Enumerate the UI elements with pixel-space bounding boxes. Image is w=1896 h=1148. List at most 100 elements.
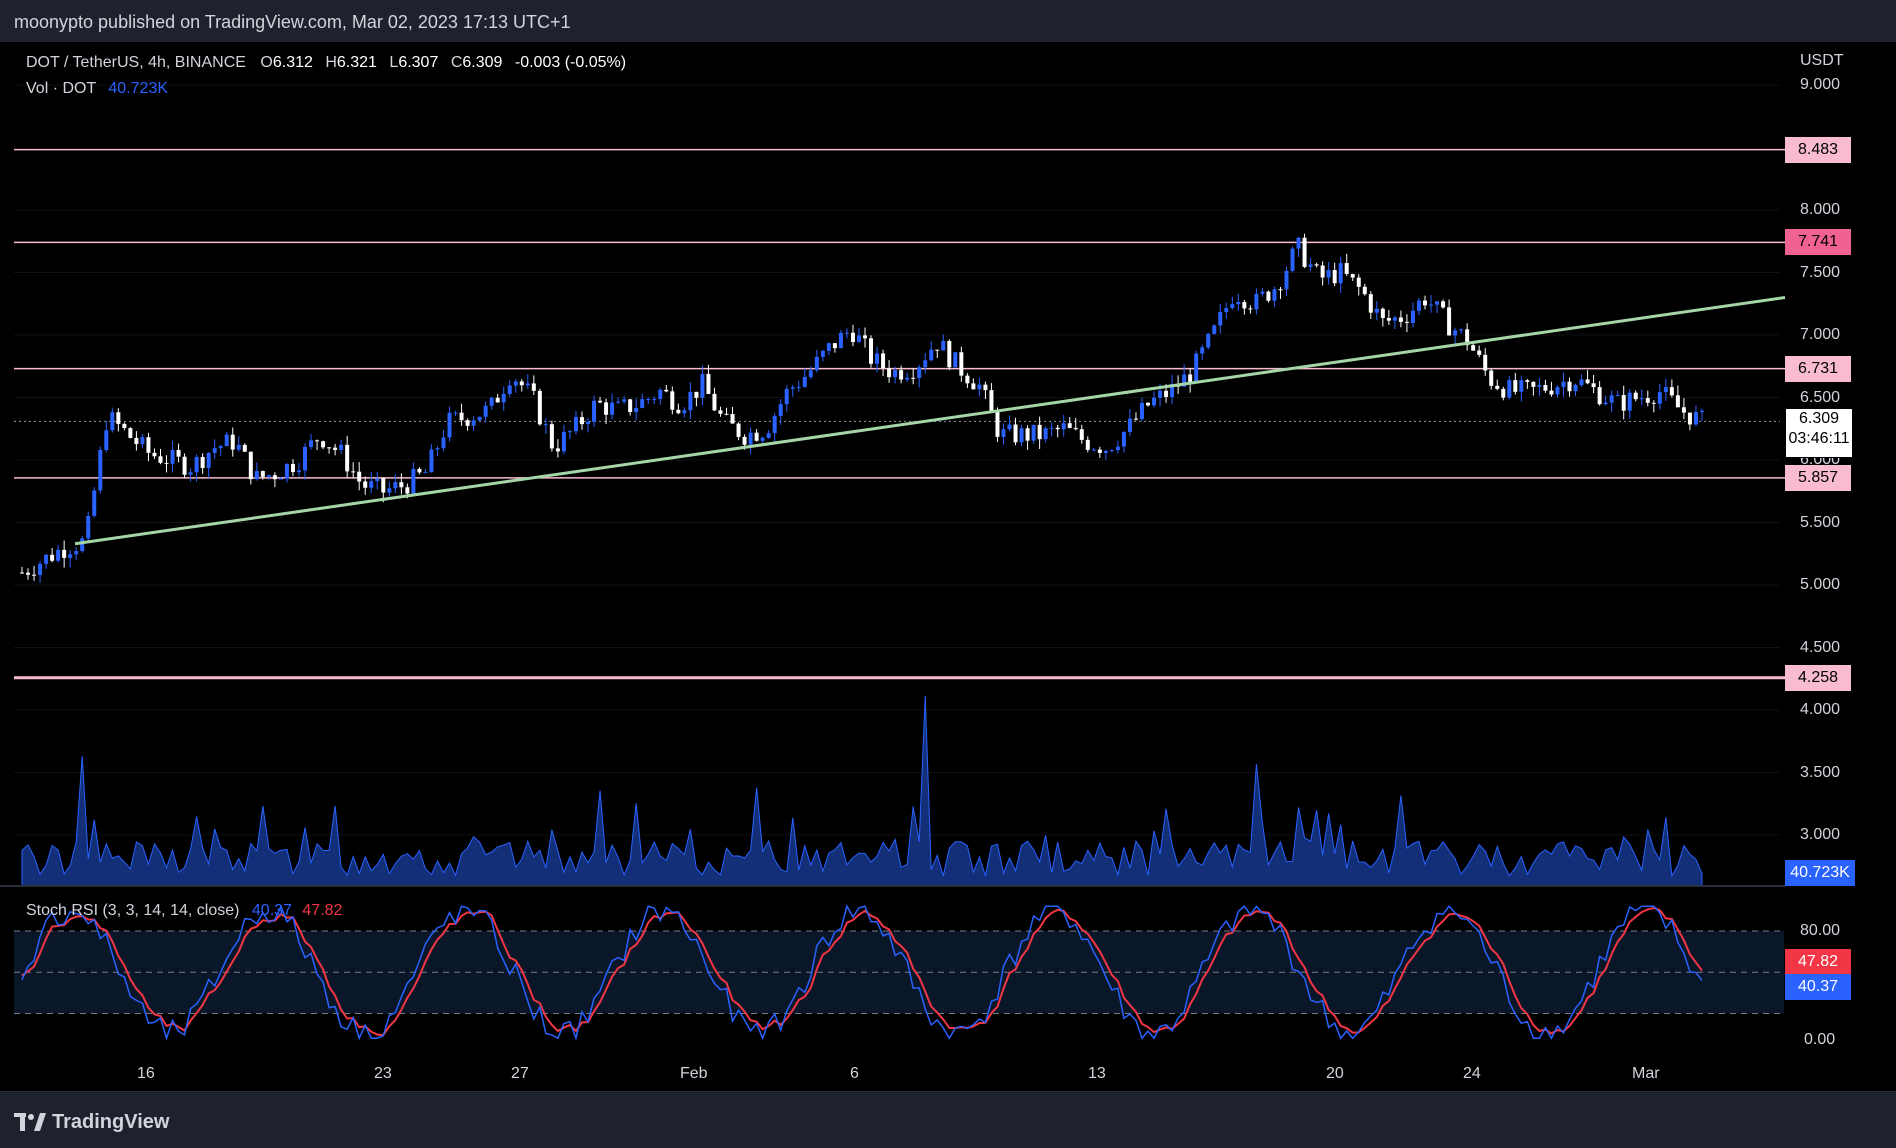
candle-body-31 xyxy=(206,452,211,469)
candle-body-264 xyxy=(1609,395,1614,403)
open-value: 6.312 xyxy=(272,54,313,71)
candle-body-72 xyxy=(453,412,458,414)
candle-body-203 xyxy=(1242,301,1247,309)
candle-body-58 xyxy=(369,481,374,488)
candle-body-212 xyxy=(1296,237,1301,249)
candle-body-98 xyxy=(610,402,615,415)
candle-body-96 xyxy=(598,400,603,403)
candle-body-257 xyxy=(1567,381,1572,392)
candle-body-10 xyxy=(80,538,85,552)
candle-body-256 xyxy=(1561,381,1566,388)
price-tick-3: 7.000 xyxy=(1800,326,1841,343)
candle-body-194 xyxy=(1188,374,1193,383)
candle-body-184 xyxy=(1127,418,1132,432)
candle-body-114 xyxy=(706,373,711,394)
stoch-legend[interactable]: Stoch RSI (3, 3, 14, 14, close) 40.37 47… xyxy=(26,902,342,920)
candle-body-11 xyxy=(86,515,91,539)
candle-body-13 xyxy=(98,449,103,491)
candle-body-66 xyxy=(417,468,422,473)
candle-body-142 xyxy=(875,353,880,364)
price-tick-4: 6.500 xyxy=(1800,388,1841,406)
candle-body-181 xyxy=(1109,450,1114,452)
candle-body-85 xyxy=(531,383,536,391)
candle-body-245 xyxy=(1495,385,1500,389)
candle-body-197 xyxy=(1206,333,1211,348)
candle-body-267 xyxy=(1627,392,1632,411)
candle-body-48 xyxy=(309,440,314,447)
time-label-8: Mar xyxy=(1632,1065,1660,1082)
candle-body-46 xyxy=(296,470,301,473)
candle-body-76 xyxy=(477,416,482,421)
candle-body-247 xyxy=(1507,380,1512,398)
candle-body-123 xyxy=(760,437,765,441)
chart-canvas[interactable] xyxy=(0,42,1896,1092)
candle-body-92 xyxy=(573,417,578,432)
symbol-legend[interactable]: DOT / TetherUS, 4h, BINANCE O6.312 H6.32… xyxy=(26,54,626,72)
candle-body-168 xyxy=(1031,424,1036,441)
chart-frame[interactable] xyxy=(0,42,1896,1092)
candle-body-128 xyxy=(790,387,795,389)
candle-body-136 xyxy=(838,332,843,349)
candle-body-15 xyxy=(110,412,115,431)
level-tag-1: 7.741 xyxy=(1785,229,1851,256)
price-tick-1: 8.000 xyxy=(1800,201,1841,218)
candle-body-232 xyxy=(1416,300,1421,311)
current-price: 6.309 xyxy=(1798,410,1840,427)
candle-body-17 xyxy=(122,423,127,429)
stoch-d-line xyxy=(21,906,1703,1037)
current-price-tag: 6.309 03:46:11 xyxy=(1785,408,1853,458)
candle-body-21 xyxy=(146,437,151,453)
stoch-title: Stoch RSI (3, 3, 14, 14, close) xyxy=(26,902,240,919)
candle-body-159 xyxy=(977,384,982,390)
candle-body-235 xyxy=(1435,301,1440,305)
time-label-6: 20 xyxy=(1326,1065,1344,1082)
close-label: C xyxy=(450,54,463,71)
candle-body-199 xyxy=(1218,312,1223,326)
volume-value: 40.723K xyxy=(108,80,169,97)
candle-body-121 xyxy=(748,432,753,445)
candle-body-201 xyxy=(1230,304,1235,309)
candle-body-117 xyxy=(724,413,729,415)
candle-body-53 xyxy=(339,444,344,450)
candle-body-6 xyxy=(56,549,61,561)
candle-body-224 xyxy=(1368,294,1373,313)
candle-body-273 xyxy=(1663,387,1668,393)
countdown: 03:46:11 xyxy=(1788,430,1850,447)
candle-body-140 xyxy=(863,335,867,339)
level-tag-2: 6.731 xyxy=(1785,355,1851,382)
candle-body-279 xyxy=(1699,410,1704,412)
candle-body-274 xyxy=(1669,387,1674,396)
candle-body-89 xyxy=(555,448,560,452)
trend-line[interactable] xyxy=(74,296,1786,546)
candle-body-74 xyxy=(465,420,470,426)
candle-body-79 xyxy=(495,397,500,403)
candle-body-226 xyxy=(1380,308,1385,318)
candle-body-223 xyxy=(1362,286,1367,295)
candle-body-24 xyxy=(164,462,169,464)
level-tag-0: 8.483 xyxy=(1785,136,1851,163)
candle-body-259 xyxy=(1579,379,1584,386)
candle-body-198 xyxy=(1212,325,1217,334)
candle-body-217 xyxy=(1326,270,1331,278)
candle-body-135 xyxy=(832,343,837,349)
tradingview-logo[interactable]: TradingView xyxy=(14,1109,169,1135)
candle-body-28 xyxy=(188,472,193,475)
candle-body-102 xyxy=(634,407,639,413)
candle-body-202 xyxy=(1236,301,1241,305)
candle-body-172 xyxy=(1055,427,1060,430)
candle-body-180 xyxy=(1103,450,1108,454)
horizontal-levels[interactable] xyxy=(14,148,1785,680)
candle-body-157 xyxy=(965,375,970,384)
volume-legend[interactable]: Vol · DOT 40.723K xyxy=(26,80,168,98)
candle-body-41 xyxy=(266,475,271,477)
candle-body-20 xyxy=(140,437,145,445)
candle-body-80 xyxy=(501,393,506,403)
candle-body-218 xyxy=(1332,270,1337,284)
candle-body-71 xyxy=(447,412,452,438)
change-value: -0.003 (-0.05%) xyxy=(514,54,627,71)
candle-body-185 xyxy=(1133,418,1138,420)
candle-body-111 xyxy=(688,391,693,411)
candle-body-156 xyxy=(959,352,964,376)
publish-bar: moonypto published on TradingView.com, M… xyxy=(0,0,1896,42)
time-label-4: 6 xyxy=(850,1065,859,1082)
